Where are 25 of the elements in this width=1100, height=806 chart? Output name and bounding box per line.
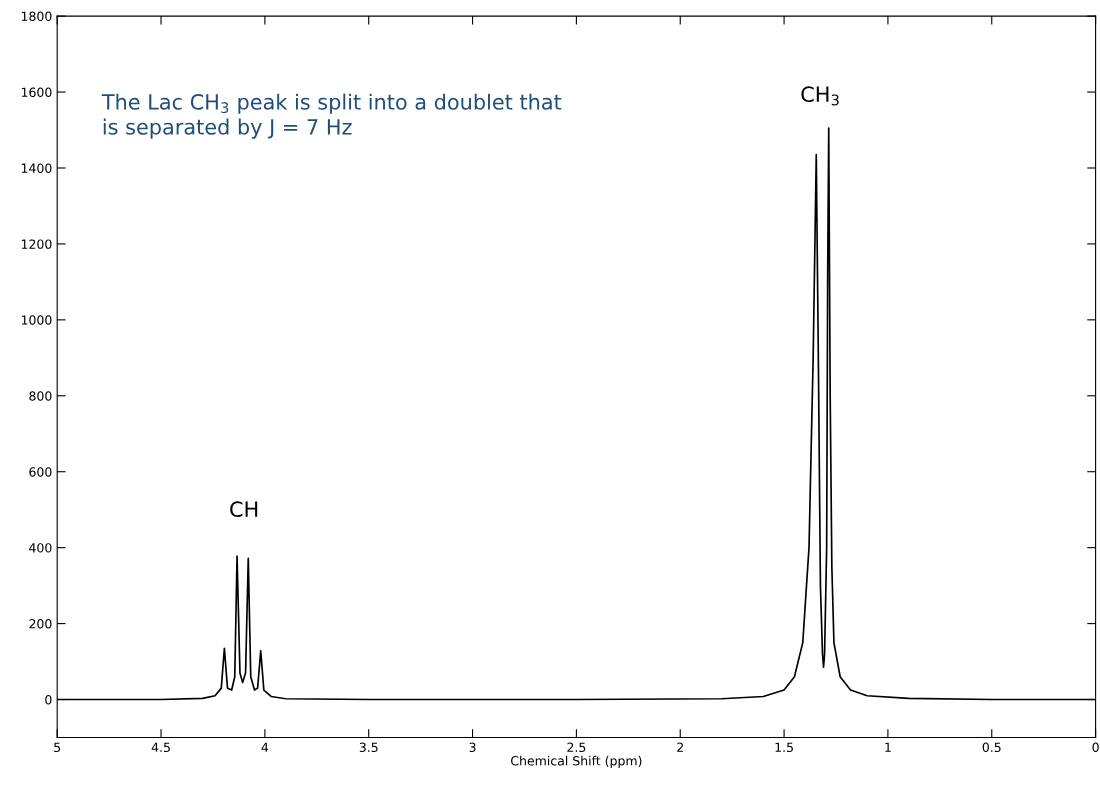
x-axis-title: Chemical Shift (ppm) bbox=[511, 755, 642, 768]
y-tick-label: 1600 bbox=[21, 87, 52, 97]
annotation: The Lac CH$_{3}$ peak is split into a doublet that is separated by J = 7 Hz bbox=[101, 93, 562, 139]
y-tick-label: 1800 bbox=[21, 11, 52, 22]
x-tick-label: 0 bbox=[1092, 742, 1099, 753]
y-tick-label: 600 bbox=[29, 467, 52, 477]
x-tick-label: 3 bbox=[469, 742, 476, 753]
y-tick-label: 1200 bbox=[21, 239, 52, 249]
x-tick-label: 4 bbox=[261, 742, 269, 752]
y-tick-label: 0 bbox=[45, 694, 52, 705]
annotation: CH bbox=[230, 501, 258, 518]
x-tick-label: 1 bbox=[885, 742, 891, 752]
y-tick-label: 800 bbox=[29, 391, 52, 401]
x-tick-label: 0.5 bbox=[982, 742, 1001, 753]
y-tick-label: 400 bbox=[29, 543, 52, 553]
x-tick-label: 1.5 bbox=[775, 742, 793, 753]
x-tick-label: 5 bbox=[54, 742, 61, 753]
x-tick-label: 4.5 bbox=[151, 742, 170, 753]
annotation: CH$_{3}$ bbox=[801, 86, 839, 106]
y-tick-label: 200 bbox=[29, 619, 52, 629]
y-tick-label: 1400 bbox=[21, 163, 52, 173]
x-tick-label: 2 bbox=[677, 742, 683, 752]
x-tick-label: 2.5 bbox=[567, 742, 586, 753]
x-tick-label: 3.5 bbox=[359, 742, 378, 753]
y-tick-label: 1000 bbox=[21, 315, 52, 325]
